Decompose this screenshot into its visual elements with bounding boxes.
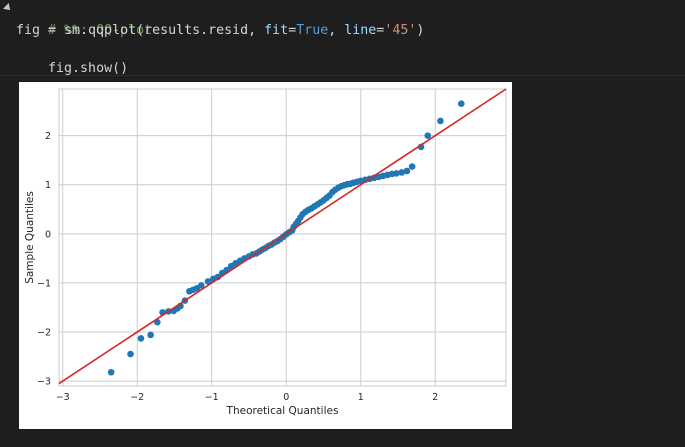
code-line-2: fig = sm.qqplot(results.resid, fit=True,… bbox=[16, 21, 424, 40]
collapse-arrow-icon[interactable] bbox=[3, 3, 13, 13]
code-param-line: line bbox=[344, 23, 377, 38]
data-point bbox=[393, 170, 400, 177]
data-point bbox=[107, 368, 115, 376]
data-point bbox=[398, 169, 406, 176]
x-tick-label: 2 bbox=[432, 392, 438, 403]
x-tick-label: −3 bbox=[56, 392, 70, 403]
tick-layer: −3 −2 −1 0 1 2 −3 −2 −1 0 1 2 bbox=[37, 131, 438, 403]
code-keyword-true: True bbox=[296, 23, 329, 38]
data-point bbox=[403, 167, 411, 175]
x-tick-label: −2 bbox=[130, 392, 144, 403]
code-line-1: # %%: QQ-plot bbox=[16, 2, 152, 59]
data-point bbox=[127, 350, 134, 358]
data-point bbox=[408, 163, 416, 170]
data-point bbox=[204, 278, 212, 285]
data-point bbox=[437, 117, 444, 125]
data-point bbox=[458, 100, 465, 108]
y-tick-label: −1 bbox=[37, 278, 51, 289]
data-point bbox=[197, 282, 205, 289]
code-token: = bbox=[376, 23, 385, 38]
code-token: ) bbox=[416, 23, 425, 38]
code-token: fig = sm.qqplot(results.resid, bbox=[16, 23, 265, 38]
code-string-45: '45' bbox=[384, 23, 417, 38]
data-point bbox=[424, 132, 432, 139]
cell-divider bbox=[0, 75, 685, 76]
code-comment: # %%: QQ-plot bbox=[48, 23, 153, 38]
code-param-fit: fit bbox=[264, 23, 289, 38]
x-axis-label: Theoretical Quantiles bbox=[226, 405, 339, 417]
plot-frame bbox=[58, 88, 507, 387]
code-token: , bbox=[328, 23, 345, 38]
qq-plot-svg: −3 −2 −1 0 1 2 −3 −2 −1 0 1 2 Theoretical Quantiles… bbox=[24, 88, 507, 417]
x-tick-label: −1 bbox=[205, 392, 219, 403]
code-line-3: fig.show() bbox=[16, 40, 128, 97]
y-tick-label: 0 bbox=[45, 229, 51, 240]
x-tick-label: 1 bbox=[358, 392, 364, 403]
y-tick-label: −3 bbox=[37, 377, 51, 388]
points-layer bbox=[107, 100, 465, 376]
code-token: = bbox=[288, 23, 297, 38]
data-point bbox=[147, 331, 154, 339]
code-token: fig.show() bbox=[48, 61, 129, 76]
y-tick-label: 1 bbox=[45, 180, 51, 191]
qq-plot-figure: −3 −2 −1 0 1 2 −3 −2 −1 0 1 2 Theoretical Quantiles… bbox=[19, 82, 512, 429]
y-tick-label: 2 bbox=[45, 131, 51, 142]
reference-line bbox=[58, 88, 507, 385]
code-cell[interactable]: # %%: QQ-plot fig = sm.qqplot(results.re… bbox=[0, 0, 685, 76]
y-axis-label: Sample Quantiles bbox=[24, 191, 36, 284]
data-point bbox=[137, 335, 145, 342]
y-tick-label: −2 bbox=[37, 328, 51, 339]
x-tick-label: 0 bbox=[283, 392, 289, 403]
